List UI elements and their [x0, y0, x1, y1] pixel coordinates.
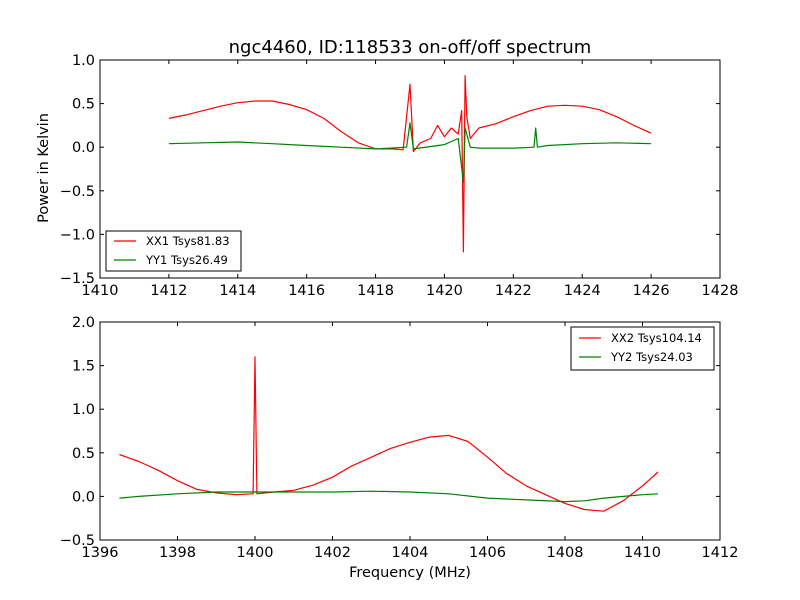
x-tick-label: 1412	[702, 545, 739, 561]
x-axis-label: Frequency (MHz)	[349, 565, 471, 581]
series-line-yy-panel-2	[119, 490, 659, 503]
y-tick-label: 1.0	[72, 53, 95, 69]
x-tick-label: 1416	[288, 283, 325, 299]
plot-frame	[99, 59, 721, 279]
y-tick-label: 1.5	[72, 359, 95, 375]
y-tick-label: 0.5	[72, 446, 95, 462]
x-tick-label: 1400	[237, 545, 274, 561]
legend: XX1 Tsys81.83 YY1 Tsys26.49	[105, 230, 242, 272]
legend-label: YY1 Tsys26.49	[145, 253, 228, 267]
x-tick-label: 1418	[357, 283, 394, 299]
bottom-panel: 1396 1398 1400 1402 1404 1406 1408 1410 1412 −0.5…	[60, 315, 739, 561]
legend-label: XX2 Tsys104.14	[611, 331, 702, 345]
legend-label: YY2 Tsys24.03	[610, 350, 693, 364]
legend-box	[105, 230, 242, 272]
legend-box	[570, 326, 715, 371]
x-tick-label: 1426	[633, 283, 670, 299]
y-tick-label: 2.0	[72, 315, 95, 331]
top-panel: 1410 1412 1414 1416 1418 1420 1422 1424 1426 1428…	[60, 53, 739, 299]
legend: XX2 Tsys104.14 YY2 Tsys24.03	[570, 326, 715, 371]
x-tick-label: 1410	[82, 283, 119, 299]
x-tick-label: 1420	[426, 283, 463, 299]
x-tick-label: 1396	[82, 545, 119, 561]
x-tick-label: 1408	[547, 545, 584, 561]
x-tick-label: 1410	[624, 545, 661, 561]
legend-label: XX1 Tsys81.83	[146, 234, 230, 248]
series-line-yy-panel-1	[168, 122, 652, 183]
y-axis-label: Power in Kelvin	[36, 113, 52, 223]
x-tick-label: 1428	[702, 283, 739, 299]
x-tick-label: 1414	[219, 283, 256, 299]
y-tick-label: −0.5	[60, 184, 95, 200]
series-line-xx-panel-1	[168, 75, 652, 253]
figure-title: ngc4460, ID:118533 on-off/off spectrum	[229, 37, 592, 58]
x-tick-label: 1412	[150, 283, 187, 299]
y-tick-label: 0.0	[72, 489, 95, 505]
x-tick-label: 1424	[564, 283, 601, 299]
y-tick-label: −0.5	[60, 533, 95, 549]
series-line-xx-panel-2	[119, 356, 659, 512]
y-tick-label: 0.0	[72, 140, 95, 156]
x-tick-label: 1406	[469, 545, 506, 561]
y-tick-label: −1.0	[60, 227, 95, 243]
y-tick-label: −1.5	[60, 271, 95, 287]
x-tick-label: 1422	[495, 283, 532, 299]
y-tick-label: 1.0	[72, 402, 95, 418]
x-tick-label: 1404	[392, 545, 429, 561]
x-tick-label: 1398	[159, 545, 196, 561]
y-tick-label: 0.5	[72, 97, 95, 113]
x-tick-label: 1402	[314, 545, 351, 561]
